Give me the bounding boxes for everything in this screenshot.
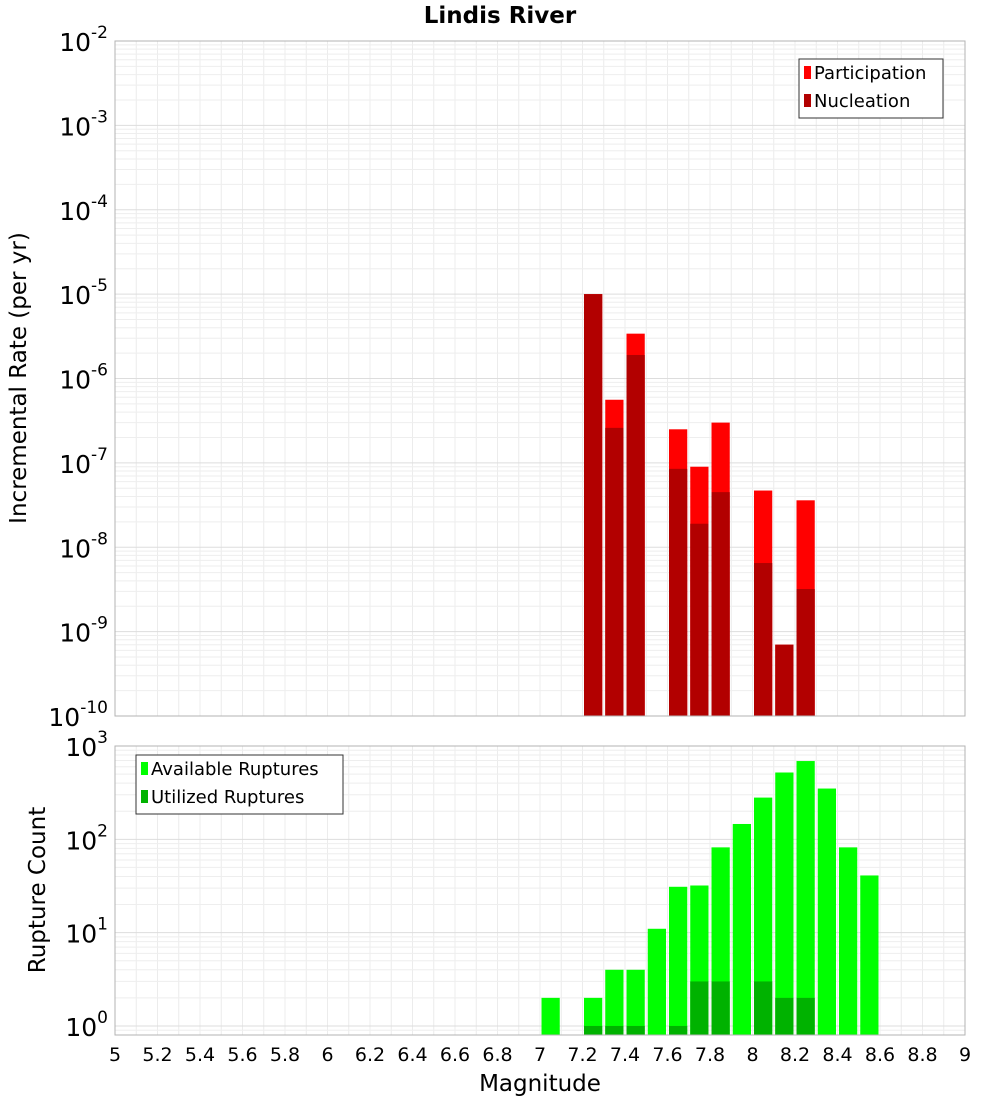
bar-available-ruptures bbox=[584, 997, 603, 1035]
bar-nucleation bbox=[584, 294, 603, 716]
bar-available-ruptures bbox=[732, 823, 751, 1035]
legend-label: Available Ruptures bbox=[151, 759, 319, 780]
bar-utilized-ruptures bbox=[626, 1025, 645, 1035]
x-tick-label: 7.2 bbox=[567, 1044, 597, 1066]
x-tick-label: 5.6 bbox=[227, 1044, 257, 1066]
y-tick-label: 10-2 bbox=[59, 23, 108, 57]
bar-available-ruptures bbox=[754, 797, 773, 1035]
bar-available-ruptures bbox=[796, 761, 815, 1035]
bar-nucleation bbox=[754, 563, 773, 716]
x-tick-label: 6.4 bbox=[397, 1044, 427, 1066]
bar-available-ruptures bbox=[605, 969, 624, 1035]
bar-nucleation bbox=[669, 468, 688, 716]
bar-utilized-ruptures bbox=[669, 1025, 688, 1035]
x-tick-label: 8 bbox=[746, 1044, 758, 1066]
bottom-bars bbox=[541, 761, 879, 1035]
x-tick-label: 8.6 bbox=[865, 1044, 895, 1066]
legend-label: Nucleation bbox=[814, 91, 910, 112]
x-tick-label: 5 bbox=[109, 1044, 121, 1066]
x-tick-label: 6 bbox=[321, 1044, 333, 1066]
y-tick-label: 10-4 bbox=[59, 192, 108, 226]
top-legend: Participation Nucleation bbox=[798, 58, 944, 119]
bar-available-ruptures bbox=[626, 969, 645, 1035]
y-tick-label: 102 bbox=[65, 821, 108, 855]
x-tick-label: 6.8 bbox=[482, 1044, 512, 1066]
x-tick-label: 5.8 bbox=[270, 1044, 300, 1066]
y-tick-label: 10-6 bbox=[59, 361, 108, 395]
bottom-count-panel: 103 102 101 100 5 5.2 5.4 5.6 5.8 6 6.2 6.4 6.6 6.8 7… bbox=[25, 728, 971, 1097]
y-tick-label: 100 bbox=[65, 1008, 108, 1042]
bottom-y-tick-labels: 103 102 101 100 bbox=[65, 728, 108, 1042]
x-axis-label: Magnitude bbox=[479, 1071, 601, 1097]
bar-nucleation bbox=[605, 427, 624, 716]
legend-swatch bbox=[804, 94, 811, 107]
legend-box bbox=[798, 58, 944, 119]
top-bars bbox=[584, 294, 815, 716]
y-tick-label: 10-7 bbox=[59, 445, 108, 479]
bar-nucleation bbox=[690, 523, 709, 716]
legend-box bbox=[135, 754, 344, 815]
x-tick-label: 8.4 bbox=[822, 1044, 852, 1066]
x-tick-label: 5.2 bbox=[142, 1044, 172, 1066]
legend-swatch bbox=[141, 790, 148, 803]
x-tick-labels: 5 5.2 5.4 5.6 5.8 6 6.2 6.4 6.6 6.8 7 7.2 7.4 7.6 7.8 8… bbox=[109, 1044, 971, 1066]
top-plot-border bbox=[114, 40, 966, 717]
y-tick-label: 10-5 bbox=[59, 276, 108, 310]
chart-title: Lindis River bbox=[424, 3, 577, 29]
y-tick-label: 10-10 bbox=[48, 698, 108, 732]
legend-swatch bbox=[804, 66, 811, 79]
bar-available-ruptures bbox=[839, 847, 858, 1035]
bar-utilized-ruptures bbox=[605, 1025, 624, 1035]
bar-available-ruptures bbox=[817, 788, 836, 1035]
bar-available-ruptures bbox=[541, 997, 560, 1035]
y-tick-label: 103 bbox=[65, 728, 108, 762]
x-tick-label: 7.4 bbox=[610, 1044, 640, 1066]
bottom-plot-border bbox=[114, 745, 966, 1036]
x-tick-label: 7 bbox=[534, 1044, 546, 1066]
bar-nucleation bbox=[775, 644, 794, 716]
top-grid bbox=[114, 40, 966, 717]
bar-utilized-ruptures bbox=[775, 997, 794, 1035]
x-tick-label: 5.4 bbox=[185, 1044, 215, 1066]
bottom-y-axis-label: Rupture Count bbox=[25, 807, 51, 973]
x-tick-label: 7.8 bbox=[695, 1044, 725, 1066]
legend-label: Utilized Ruptures bbox=[151, 787, 304, 808]
y-tick-label: 10-9 bbox=[59, 614, 108, 648]
bar-utilized-ruptures bbox=[711, 981, 730, 1035]
legend-label: Participation bbox=[814, 63, 926, 84]
bottom-legend: Available Ruptures Utilized Ruptures bbox=[135, 754, 344, 815]
bar-utilized-ruptures bbox=[690, 981, 709, 1035]
x-tick-label: 8.8 bbox=[907, 1044, 937, 1066]
bar-available-ruptures bbox=[860, 875, 879, 1035]
x-tick-label: 7.6 bbox=[652, 1044, 682, 1066]
top-rate-panel: 10-2 10-3 10-4 10-5 10-6 10-7 10-8 10-9 10-10 In… bbox=[6, 23, 966, 732]
bar-utilized-ruptures bbox=[796, 997, 815, 1035]
bar-nucleation bbox=[711, 492, 730, 716]
bar-available-ruptures bbox=[775, 772, 794, 1035]
bar-nucleation bbox=[796, 589, 815, 716]
x-tick-label: 6.6 bbox=[440, 1044, 470, 1066]
bar-available-ruptures bbox=[669, 886, 688, 1035]
x-tick-label: 8.2 bbox=[780, 1044, 810, 1066]
bar-available-ruptures bbox=[647, 928, 666, 1035]
bar-nucleation bbox=[626, 354, 645, 716]
bar-utilized-ruptures bbox=[754, 981, 773, 1035]
top-y-tick-labels: 10-2 10-3 10-4 10-5 10-6 10-7 10-8 10-9 10-10 bbox=[48, 23, 108, 732]
x-tick-label: 6.2 bbox=[355, 1044, 385, 1066]
x-tick-label: 9 bbox=[959, 1044, 971, 1066]
legend-swatch bbox=[141, 762, 148, 775]
bar-utilized-ruptures bbox=[584, 1025, 603, 1035]
y-tick-label: 10-8 bbox=[59, 529, 108, 563]
y-tick-label: 10-3 bbox=[59, 107, 108, 141]
y-tick-label: 101 bbox=[65, 915, 108, 949]
top-y-axis-label: Incremental Rate (per yr) bbox=[6, 232, 32, 524]
